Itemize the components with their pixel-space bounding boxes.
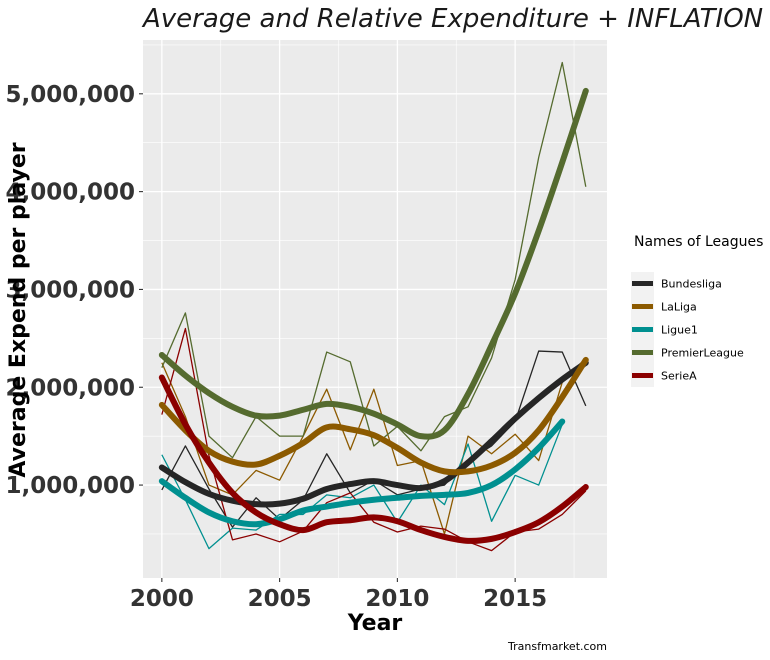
raw-line-ligue1	[161, 424, 563, 550]
chart-caption: Transfmarket.com	[507, 640, 607, 653]
x-tick-label: 2015	[483, 586, 547, 612]
legend-label-laliga: LaLiga	[661, 301, 697, 314]
legend: Names of Leagues Bundesliga LaLiga Ligue1 P…	[631, 234, 763, 387]
legend-label-seriea: SerieA	[661, 370, 697, 383]
legend-title: Names of Leagues	[634, 234, 763, 250]
y-tick-label: 5,000,000	[6, 82, 136, 108]
x-tick-label: 2005	[248, 586, 312, 612]
smooth-line-seriea	[158, 374, 589, 544]
x-axis: 2000 2005 2010 2015	[130, 578, 547, 612]
smooth-line-bundesliga	[158, 359, 589, 508]
minor-gridlines	[143, 40, 607, 578]
y-tick-label: 2,000,000	[6, 375, 136, 401]
smooth-line-premierleague	[158, 87, 589, 440]
major-gridlines	[143, 40, 607, 578]
x-axis-title: Year	[347, 611, 403, 636]
chart-title: Average and Relative Expenditure + INFLA…	[141, 4, 763, 34]
smooth-line-ligue1	[158, 418, 566, 528]
y-tick-label: 1,000,000	[6, 473, 136, 499]
y-axis-title: Average Expend per player	[6, 142, 31, 477]
y-tick-label: 4,000,000	[6, 180, 136, 206]
x-tick-label: 2000	[130, 586, 194, 612]
legend-label-bundesliga: Bundesliga	[661, 278, 722, 291]
legend-items: Bundesliga LaLiga Ligue1 PremierLeague Serie…	[631, 272, 744, 387]
plot-panel	[143, 40, 607, 578]
y-axis: 1,000,000 2,000,000 3,000,000 4,000,000 5,00…	[6, 82, 143, 499]
legend-label-ligue1: Ligue1	[661, 324, 698, 337]
x-tick-label: 2010	[365, 586, 429, 612]
y-tick-label: 3,000,000	[6, 277, 136, 303]
legend-label-premierleague: PremierLeague	[661, 347, 744, 360]
smoothed-series-lines	[158, 87, 589, 544]
smooth-line-laliga	[158, 356, 589, 476]
raw-line-premierleague	[161, 61, 587, 459]
